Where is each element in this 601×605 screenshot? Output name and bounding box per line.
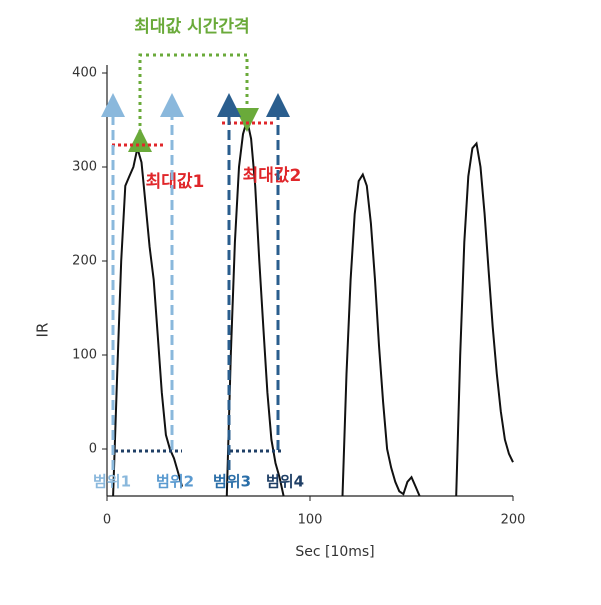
- x-axis-label: Sec [10ms]: [295, 544, 374, 560]
- interval-label: 최대값 시간간격: [134, 17, 249, 37]
- range4-label: 범위4: [266, 473, 304, 491]
- interval-bracket: [140, 55, 247, 140]
- y-tick-label: 200: [72, 254, 97, 269]
- x-tick-label: 200: [501, 513, 526, 528]
- x-tick-label: 100: [298, 513, 323, 528]
- y-tick-label: 300: [72, 160, 97, 175]
- y-tick-label: 0: [89, 442, 97, 457]
- annotations: 최대값 시간간격 최대값1 최대값2 범위1 범위2 범위3 범위4: [93, 17, 304, 491]
- y-tick-label: 400: [72, 66, 97, 81]
- y-tick-label: 100: [72, 348, 97, 363]
- x-tick-label: 0: [103, 513, 111, 528]
- max2-label: 최대값2: [243, 166, 302, 186]
- plot: 0 100 200 300 400 0 100 200: [72, 65, 525, 528]
- max1-label: 최대값1: [146, 172, 205, 192]
- range2-label: 범위2: [156, 473, 194, 491]
- chart: IR Sec [10ms] 0 100 200 300 400 0 100 200 최대값 시…: [0, 0, 601, 601]
- range1-label: 범위1: [93, 473, 131, 491]
- range3-label: 범위3: [213, 473, 251, 491]
- y-axis-label: IR: [34, 323, 52, 338]
